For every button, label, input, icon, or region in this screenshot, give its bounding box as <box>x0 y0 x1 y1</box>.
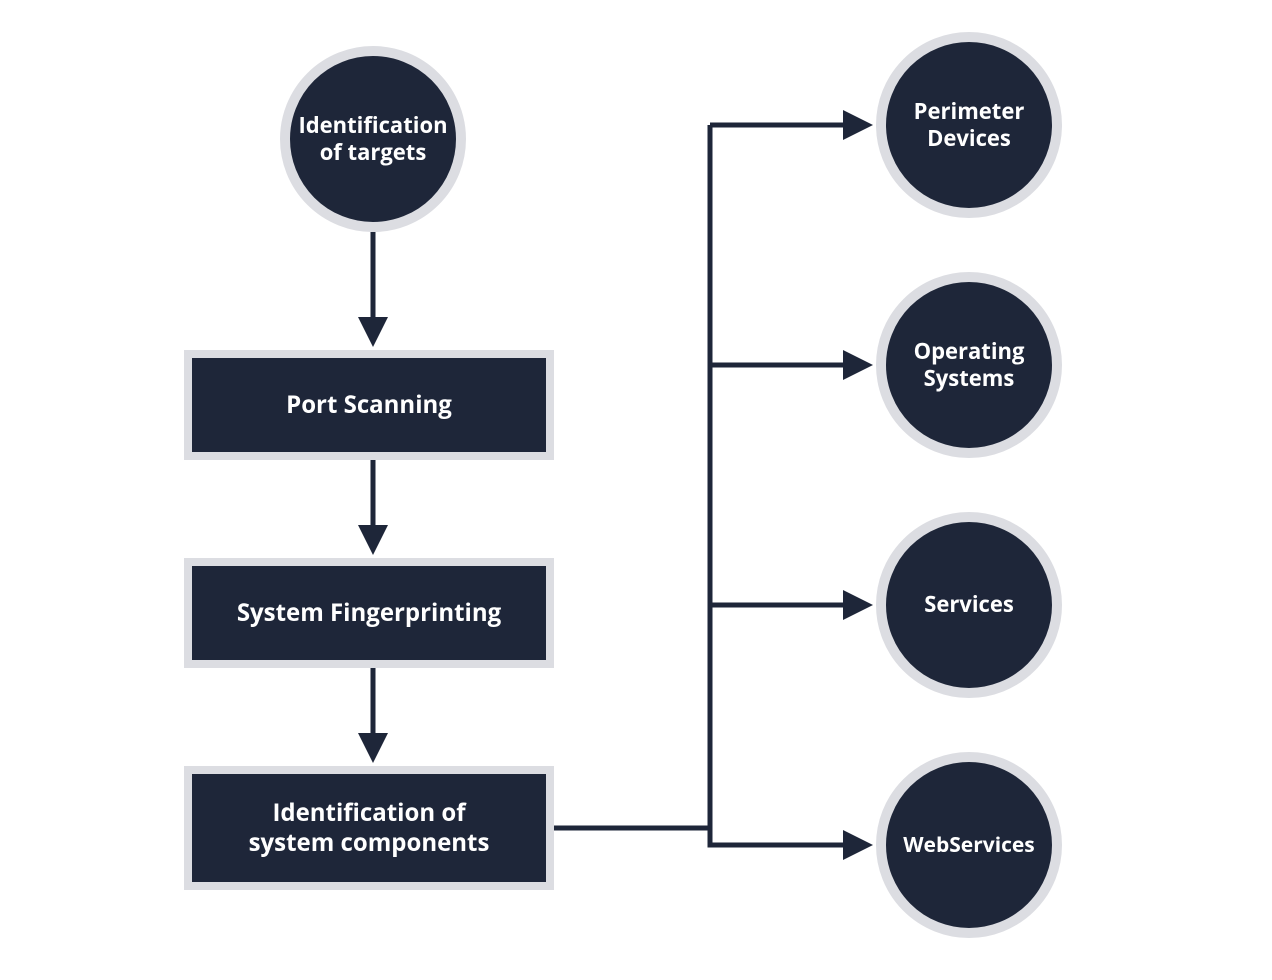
edge-group <box>373 125 868 845</box>
node-label-targets: Identification of targets <box>298 112 447 167</box>
node-label-perimeter: Perimeter Devices <box>914 98 1025 153</box>
node-label-services: Services <box>924 591 1014 619</box>
node-fingerprint: System Fingerprinting <box>184 558 554 668</box>
edge-b4 <box>710 828 868 845</box>
node-services: Services <box>876 512 1062 698</box>
node-label-web: WebServices <box>903 832 1035 858</box>
node-label-components: Identification of system components <box>249 798 490 858</box>
node-label-os: Operating Systems <box>914 338 1025 393</box>
node-web: WebServices <box>876 752 1062 938</box>
node-components: Identification of system components <box>184 766 554 890</box>
node-targets: Identification of targets <box>280 46 466 232</box>
node-label-port-scan: Port Scanning <box>286 390 452 420</box>
node-label-fingerprint: System Fingerprinting <box>237 598 501 628</box>
node-port-scan: Port Scanning <box>184 350 554 460</box>
flowchart-canvas: Identification of targets Port Scanning Sy… <box>0 0 1272 980</box>
edge-trunk <box>554 125 710 828</box>
node-os: Operating Systems <box>876 272 1062 458</box>
node-perimeter: Perimeter Devices <box>876 32 1062 218</box>
